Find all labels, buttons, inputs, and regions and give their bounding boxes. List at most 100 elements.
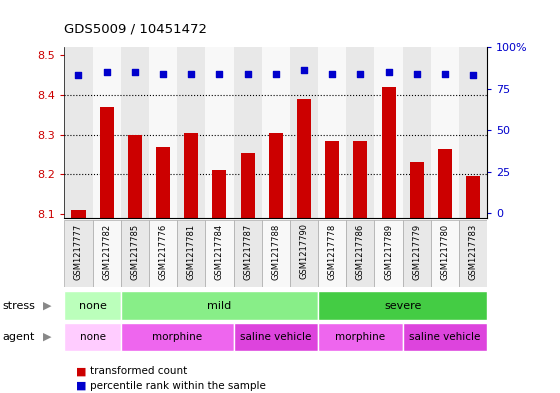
Point	[271, 71, 280, 77]
Bar	[64, 220, 92, 287]
Bar	[325, 141, 339, 218]
Text: GSM1217777: GSM1217777	[74, 223, 83, 280]
Bar	[375, 220, 403, 287]
Text: GSM1217790: GSM1217790	[300, 223, 309, 279]
Bar	[438, 149, 452, 218]
Text: none: none	[80, 332, 106, 342]
Text: morphine: morphine	[152, 332, 202, 342]
Bar	[403, 220, 431, 287]
Point	[102, 69, 111, 75]
Bar	[269, 132, 283, 218]
Bar	[431, 220, 459, 287]
Bar	[184, 132, 198, 218]
Text: GSM1217786: GSM1217786	[356, 223, 365, 280]
Bar	[381, 87, 395, 218]
Text: GSM1217782: GSM1217782	[102, 223, 111, 279]
Bar	[121, 47, 149, 218]
Bar	[156, 147, 170, 218]
Bar	[431, 47, 459, 218]
Bar	[206, 220, 234, 287]
Bar	[459, 47, 487, 218]
Bar	[234, 220, 262, 287]
Bar	[346, 47, 375, 218]
Text: GSM1217789: GSM1217789	[384, 223, 393, 279]
Bar	[290, 47, 318, 218]
Text: none: none	[78, 301, 106, 310]
Bar	[466, 176, 480, 218]
Text: mild: mild	[207, 301, 231, 310]
Text: GSM1217788: GSM1217788	[271, 223, 281, 280]
Bar	[403, 47, 431, 218]
Point	[440, 71, 449, 77]
Bar	[353, 141, 367, 218]
Bar	[459, 220, 487, 287]
Text: GSM1217783: GSM1217783	[469, 223, 478, 280]
Bar	[318, 220, 346, 287]
Bar	[121, 323, 234, 351]
Point	[130, 69, 139, 75]
Bar	[346, 220, 375, 287]
Text: saline vehicle: saline vehicle	[240, 332, 311, 342]
Text: GSM1217785: GSM1217785	[130, 223, 139, 279]
Bar	[410, 162, 424, 218]
Text: ■: ■	[76, 381, 86, 391]
Bar	[318, 292, 487, 320]
Point	[215, 71, 224, 77]
Bar	[241, 152, 255, 218]
Bar	[149, 47, 177, 218]
Text: GSM1217784: GSM1217784	[215, 223, 224, 279]
Text: ▶: ▶	[43, 332, 52, 342]
Bar	[375, 47, 403, 218]
Bar	[212, 171, 226, 218]
Text: severe: severe	[384, 301, 421, 310]
Text: morphine: morphine	[335, 332, 385, 342]
Bar	[262, 47, 290, 218]
Text: GSM1217779: GSM1217779	[412, 223, 421, 279]
Point	[412, 71, 421, 77]
Text: saline vehicle: saline vehicle	[409, 332, 480, 342]
Bar	[64, 292, 121, 320]
Bar	[318, 47, 346, 218]
Bar	[290, 220, 318, 287]
Bar	[262, 220, 290, 287]
Text: GSM1217787: GSM1217787	[243, 223, 252, 280]
Text: agent: agent	[3, 332, 35, 342]
Point	[243, 71, 252, 77]
Text: GDS5009 / 10451472: GDS5009 / 10451472	[64, 22, 207, 35]
Text: GSM1217776: GSM1217776	[158, 223, 167, 280]
Bar	[121, 220, 149, 287]
Point	[158, 71, 167, 77]
Text: stress: stress	[3, 301, 36, 310]
Bar	[92, 47, 121, 218]
Point	[469, 72, 478, 79]
Bar	[100, 107, 114, 218]
Text: ▶: ▶	[43, 301, 52, 310]
Bar	[403, 323, 487, 351]
Bar	[128, 135, 142, 218]
Text: ■: ■	[76, 366, 86, 376]
Bar	[177, 220, 206, 287]
Bar	[177, 47, 206, 218]
Text: GSM1217781: GSM1217781	[186, 223, 196, 279]
Point	[300, 67, 309, 73]
Bar	[206, 47, 234, 218]
Point	[356, 71, 365, 77]
Text: GSM1217778: GSM1217778	[328, 223, 337, 280]
Bar	[92, 220, 121, 287]
Bar	[64, 323, 121, 351]
Point	[328, 71, 337, 77]
Point	[74, 72, 83, 79]
Bar	[121, 292, 318, 320]
Bar	[234, 47, 262, 218]
Point	[187, 71, 196, 77]
Text: transformed count: transformed count	[90, 366, 187, 376]
Bar	[318, 323, 403, 351]
Bar	[297, 99, 311, 218]
Point	[384, 69, 393, 75]
Bar	[72, 210, 86, 218]
Bar	[149, 220, 177, 287]
Text: GSM1217780: GSM1217780	[440, 223, 450, 279]
Text: percentile rank within the sample: percentile rank within the sample	[90, 381, 265, 391]
Bar	[64, 47, 92, 218]
Bar	[234, 323, 318, 351]
